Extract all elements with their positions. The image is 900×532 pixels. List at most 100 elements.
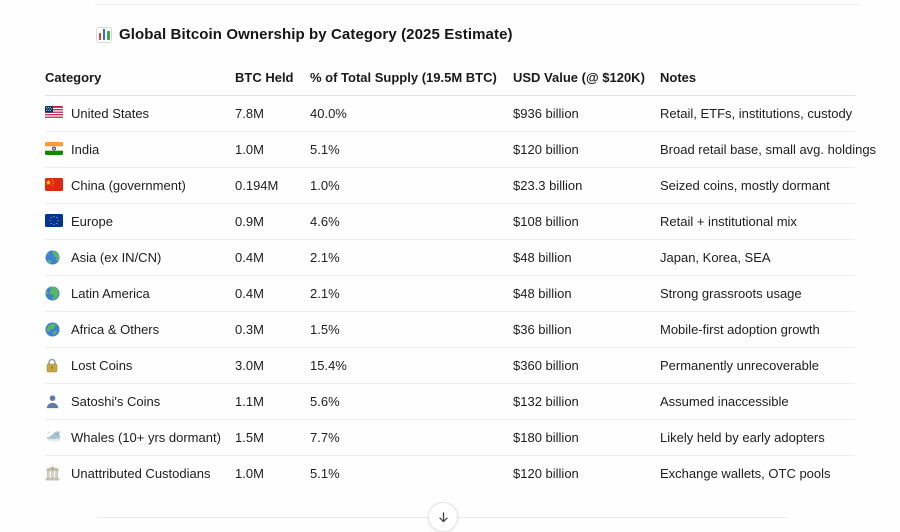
column-header: USD Value (@ $120K): [513, 60, 660, 96]
category-cell: India: [45, 131, 235, 168]
globe-africa-icon: [45, 321, 63, 337]
usd-value-cell: $132 billion: [513, 383, 660, 420]
table-row: Latin America 0.4M 2.1% $48 billion Strong g…: [45, 275, 855, 312]
column-header: BTC Held: [235, 60, 310, 96]
btc-held-cell: 0.3M: [235, 311, 310, 348]
globe-asia-icon: [45, 249, 63, 265]
pct-supply-cell: 1.5%: [310, 311, 513, 348]
usd-value-cell: $108 billion: [513, 203, 660, 240]
usd-value-cell: $36 billion: [513, 311, 660, 348]
flag-india-icon: [45, 141, 63, 156]
pct-supply-cell: 2.1%: [310, 239, 513, 276]
page-title: Global Bitcoin Ownership by Category (20…: [96, 26, 513, 43]
top-divider: [95, 4, 860, 5]
category-label: China (government): [71, 177, 186, 193]
table-row: Europe 0.9M 4.6% $108 billion Retail + insti…: [45, 203, 855, 240]
notes-cell: Japan, Korea, SEA: [660, 239, 855, 276]
category-label: India: [71, 141, 100, 157]
category-label: Unattributed Custodians: [71, 465, 211, 481]
pct-supply-cell: 5.1%: [310, 131, 513, 168]
notes-cell: Permanently unrecoverable: [660, 347, 855, 384]
category-cell: Europe: [45, 203, 235, 240]
category-label: Asia (ex IN/CN): [71, 249, 162, 265]
page-title-text: Global Bitcoin Ownership by Category (20…: [119, 26, 513, 43]
usd-value-cell: $120 billion: [513, 465, 579, 481]
table-row: Africa & Others 0.3M 1.5% $36 billion Mobile…: [45, 311, 855, 348]
table-row: Lost Coins 3.0M 15.4% $360 billion Permanent…: [45, 347, 855, 384]
table-row: United States 7.8M 40.0% $936 billion Retail…: [45, 95, 855, 132]
bitcoin-ownership-table: Category BTC Held% of Total Supply (19.5M…: [45, 60, 876, 491]
pct-supply-cell: 2.1%: [310, 275, 513, 312]
notes-cell: Strong grassroots usage: [660, 275, 855, 312]
whale-icon: [45, 430, 63, 444]
btc-held-cell: 0.4M: [235, 275, 310, 312]
category-cell: Latin America: [45, 275, 235, 312]
btc-held-cell: 1.1M: [235, 383, 310, 420]
category-cell: China (government): [45, 167, 235, 204]
usd-value-cell: $23.3 billion: [513, 167, 660, 204]
table-row: Satoshi's Coins 1.1M 5.6% $132 billion Assum…: [45, 383, 855, 420]
category-label: Latin America: [71, 285, 150, 301]
usd-value-cell: $48 billion: [513, 275, 660, 312]
bar-chart-icon: [96, 26, 112, 43]
table-body: United States 7.8M 40.0% $936 billion Retail…: [45, 95, 876, 491]
category-cell: Lost Coins: [45, 347, 235, 384]
scroll-to-bottom-button[interactable]: [428, 502, 458, 532]
category-cell: United States: [45, 95, 235, 132]
column-header: Category: [45, 60, 235, 96]
category-label: Europe: [71, 213, 113, 229]
category-label: Satoshi's Coins: [71, 393, 161, 409]
pct-supply-cell: 1.0%: [310, 167, 513, 204]
category-cell: Unattributed Custodians: [45, 455, 235, 491]
btc-held-cell: 1.0M: [235, 131, 310, 168]
category-label: United States: [71, 105, 150, 121]
table-row: Whales (10+ yrs dormant) 1.5M 7.7% $180 bil…: [45, 419, 855, 456]
category-cell: Whales (10+ yrs dormant): [45, 419, 235, 456]
usd-value-cell: $120 billion: [513, 131, 660, 168]
btc-held-cell: 1.0M: [235, 465, 264, 481]
flag-eu-icon: [45, 213, 63, 228]
flag-china-icon: [45, 177, 63, 192]
notes-cell: Likely held by early adopters: [660, 419, 855, 456]
globe-americas-icon: [45, 285, 63, 301]
btc-held-cell: 0.9M: [235, 203, 310, 240]
notes-cell: Retail + institutional mix: [660, 203, 855, 240]
table-row: Asia (ex IN/CN) 0.4M 2.1% $48 billion Japan,…: [45, 239, 855, 276]
notes-cell: Retail, ETFs, institutions, custody: [660, 95, 855, 132]
btc-held-cell: 7.8M: [235, 95, 310, 132]
notes-cell: Mobile-first adoption growth: [660, 311, 855, 348]
notes-cell: Assumed inaccessible: [660, 383, 855, 420]
category-label: Whales (10+ yrs dormant): [71, 429, 221, 445]
table-row: China (government) 0.194M 1.0% $23.3 billio…: [45, 167, 855, 204]
table-header-row: Category BTC Held% of Total Supply (19.5M…: [45, 60, 855, 96]
flag-us-icon: [45, 105, 63, 120]
btc-held-cell: 1.5M: [235, 419, 310, 456]
btc-held-cell: 3.0M: [235, 347, 310, 384]
usd-value-cell: $936 billion: [513, 95, 660, 132]
pct-supply-cell: 4.6%: [310, 203, 513, 240]
table-row: India 1.0M 5.1% $120 billion Broad retail ba…: [45, 131, 876, 168]
notes-cell: Exchange wallets, OTC pools: [660, 465, 831, 481]
column-header: % of Total Supply (19.5M BTC): [310, 60, 513, 96]
pct-supply-cell: 40.0%: [310, 95, 513, 132]
category-label: Africa & Others: [71, 321, 160, 337]
usd-value-cell: $360 billion: [513, 347, 660, 384]
pct-supply-cell: 5.1%: [310, 465, 340, 481]
category-cell: Asia (ex IN/CN): [45, 239, 235, 276]
category-cell: Africa & Others: [45, 311, 235, 348]
category-cell: Satoshi's Coins: [45, 383, 235, 420]
table-row: Unattributed Custodians 1.0M 5.1% $120 bill…: [45, 455, 855, 491]
person-silhouette-icon: [45, 394, 63, 408]
category-label: Lost Coins: [71, 357, 133, 373]
classical-building-icon: [45, 466, 63, 481]
arrow-down-icon: [437, 511, 450, 524]
btc-held-cell: 0.4M: [235, 239, 310, 276]
lock-icon: [45, 358, 63, 372]
usd-value-cell: $48 billion: [513, 239, 660, 276]
column-header: Notes: [660, 60, 855, 96]
pct-supply-cell: 15.4%: [310, 347, 513, 384]
notes-cell: Seized coins, mostly dormant: [660, 167, 855, 204]
notes-cell: Broad retail base, small avg. holdings: [660, 131, 876, 168]
pct-supply-cell: 7.7%: [310, 419, 513, 456]
btc-held-cell: 0.194M: [235, 167, 310, 204]
